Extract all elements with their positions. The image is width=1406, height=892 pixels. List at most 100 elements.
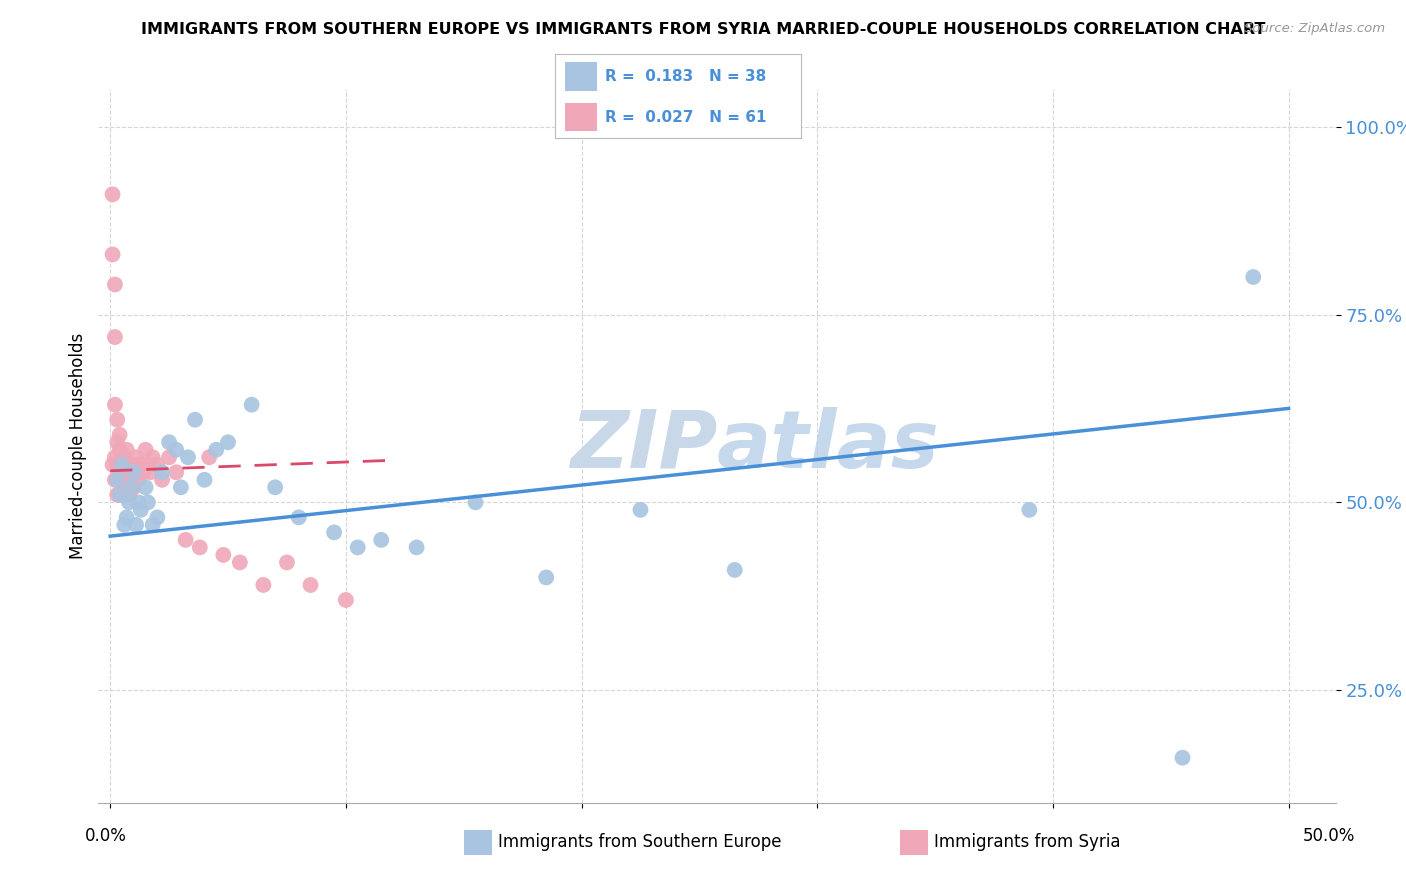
Point bbox=[115, 510, 138, 524]
Point bbox=[177, 450, 200, 465]
Point bbox=[170, 480, 193, 494]
Point bbox=[139, 465, 162, 479]
Point bbox=[122, 465, 145, 479]
Point bbox=[157, 435, 180, 450]
Point bbox=[112, 473, 135, 487]
Bar bbox=[565, 103, 598, 131]
Text: Immigrants from Southern Europe: Immigrants from Southern Europe bbox=[498, 833, 782, 851]
Point bbox=[165, 442, 187, 457]
Point bbox=[205, 442, 228, 457]
Point bbox=[111, 473, 134, 487]
Point bbox=[174, 533, 197, 547]
Point bbox=[111, 488, 134, 502]
Point bbox=[115, 442, 138, 457]
Point bbox=[335, 593, 357, 607]
Point bbox=[122, 480, 145, 494]
Point bbox=[287, 510, 309, 524]
Point bbox=[108, 458, 131, 472]
Point bbox=[198, 450, 221, 465]
Point bbox=[193, 473, 215, 487]
Point bbox=[108, 473, 131, 487]
Point bbox=[105, 413, 128, 427]
Point bbox=[101, 458, 124, 472]
Point bbox=[188, 541, 211, 555]
Point bbox=[630, 503, 652, 517]
Point bbox=[104, 450, 127, 465]
Point bbox=[118, 458, 141, 472]
Point bbox=[108, 427, 131, 442]
Point bbox=[120, 458, 142, 472]
Point bbox=[240, 398, 263, 412]
Point bbox=[125, 465, 148, 479]
Point bbox=[125, 450, 148, 465]
Text: IMMIGRANTS FROM SOUTHERN EUROPE VS IMMIGRANTS FROM SYRIA MARRIED-COUPLE HOUSEHOL: IMMIGRANTS FROM SOUTHERN EUROPE VS IMMIG… bbox=[141, 22, 1265, 37]
Point bbox=[323, 525, 346, 540]
Point bbox=[724, 563, 747, 577]
Bar bbox=[565, 62, 598, 91]
Point bbox=[105, 488, 128, 502]
Point bbox=[118, 495, 141, 509]
Point bbox=[104, 277, 127, 292]
Point bbox=[165, 465, 187, 479]
Point bbox=[127, 495, 149, 509]
Y-axis label: Married-couple Households: Married-couple Households bbox=[69, 333, 87, 559]
Text: Source: ZipAtlas.com: Source: ZipAtlas.com bbox=[1244, 22, 1385, 36]
Text: R =  0.183   N = 38: R = 0.183 N = 38 bbox=[605, 69, 766, 84]
Point bbox=[217, 435, 239, 450]
Point bbox=[129, 503, 152, 517]
Point bbox=[118, 480, 141, 494]
Point bbox=[1171, 750, 1194, 764]
Point bbox=[370, 533, 392, 547]
Point bbox=[108, 488, 131, 502]
Point bbox=[146, 510, 169, 524]
Point bbox=[115, 473, 138, 487]
Point bbox=[464, 495, 486, 509]
Point bbox=[120, 480, 142, 494]
Point bbox=[212, 548, 235, 562]
Point bbox=[118, 488, 141, 502]
Text: 0.0%: 0.0% bbox=[84, 827, 127, 845]
Point bbox=[229, 556, 252, 570]
Point bbox=[122, 465, 145, 479]
Point bbox=[142, 517, 165, 532]
Point bbox=[405, 541, 427, 555]
Point bbox=[150, 473, 173, 487]
Point bbox=[184, 413, 207, 427]
Point bbox=[112, 450, 135, 465]
Point bbox=[111, 465, 134, 479]
Point bbox=[118, 465, 141, 479]
Point bbox=[157, 450, 180, 465]
Point bbox=[127, 473, 149, 487]
Point bbox=[346, 541, 368, 555]
Text: 50.0%: 50.0% bbox=[1302, 827, 1355, 845]
Text: atlas: atlas bbox=[717, 407, 939, 485]
Point bbox=[108, 488, 131, 502]
Point bbox=[136, 495, 159, 509]
Point bbox=[115, 458, 138, 472]
Point bbox=[129, 458, 152, 472]
Point bbox=[111, 450, 134, 465]
Point bbox=[104, 473, 127, 487]
Point bbox=[146, 458, 169, 472]
Point bbox=[1018, 503, 1040, 517]
Point bbox=[276, 556, 298, 570]
Point bbox=[105, 473, 128, 487]
Text: R =  0.027   N = 61: R = 0.027 N = 61 bbox=[605, 110, 766, 125]
Point bbox=[112, 488, 135, 502]
Point bbox=[125, 517, 148, 532]
Point bbox=[534, 570, 557, 584]
Point bbox=[105, 458, 128, 472]
Point bbox=[120, 473, 142, 487]
Point bbox=[142, 450, 165, 465]
Point bbox=[112, 517, 135, 532]
Point bbox=[299, 578, 322, 592]
Point bbox=[104, 330, 127, 344]
Point bbox=[252, 578, 274, 592]
Point bbox=[136, 458, 159, 472]
Point bbox=[264, 480, 287, 494]
Point bbox=[105, 473, 128, 487]
Point bbox=[104, 398, 127, 412]
Point bbox=[111, 458, 134, 472]
Point bbox=[127, 458, 149, 472]
Point bbox=[101, 247, 124, 261]
